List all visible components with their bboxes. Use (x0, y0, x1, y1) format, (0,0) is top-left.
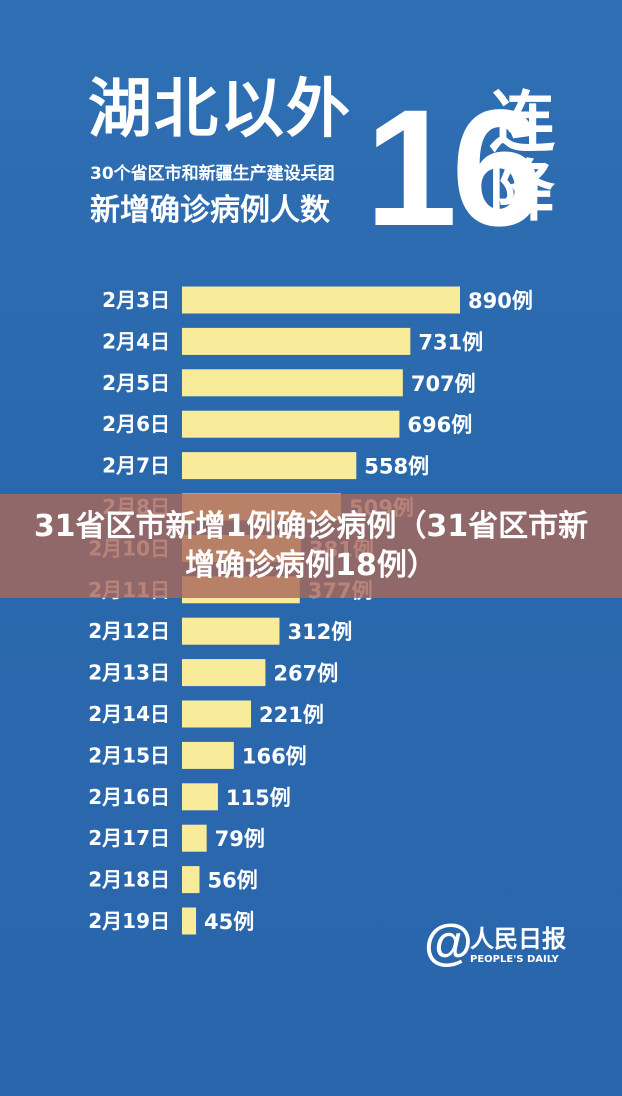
logo-brand-cn: 人民日报 (470, 925, 566, 953)
data-label: 115例 (226, 786, 291, 810)
bar (182, 410, 400, 438)
category-label: 2月4日 (102, 329, 170, 353)
category-label: 2月7日 (102, 454, 170, 478)
bar (182, 327, 411, 355)
category-label: 2月17日 (88, 826, 170, 850)
data-label: 558例 (364, 455, 429, 479)
category-label: 2月18日 (88, 868, 170, 892)
bar (182, 617, 280, 645)
data-label: 267例 (273, 662, 338, 686)
data-label: 707例 (411, 372, 476, 396)
data-label: 221例 (259, 703, 324, 727)
data-label: 166例 (242, 744, 307, 768)
bar (182, 824, 207, 852)
chart-title: 湖北以外 (88, 73, 352, 147)
category-label: 2月3日 (102, 288, 170, 312)
category-label: 2月13日 (88, 661, 170, 685)
headline-overlay-text: 31省区市新增1例确诊病例（31省区市新增确诊病例18例） (33, 509, 589, 583)
data-label: 56例 (207, 869, 257, 893)
bar (182, 741, 234, 769)
bar (182, 700, 252, 728)
at-icon: @ (424, 914, 473, 970)
peoples-daily-logo: @ 人民日报 PEOPLE'S DAILY (424, 917, 574, 971)
category-label: 2月12日 (88, 619, 170, 643)
bars-layer: 2月3日 890例 2月4日 731例 2月5日 707例 2月6日 696例 2月7日 558例… (88, 286, 533, 935)
bar (182, 907, 197, 935)
bar (182, 783, 218, 811)
bar (182, 369, 403, 397)
data-label: 312例 (287, 620, 352, 644)
logo-brand-en: PEOPLE'S DAILY (470, 954, 559, 965)
bar (182, 659, 266, 687)
category-label: 2月5日 (102, 371, 170, 395)
streak-number: 16 (365, 76, 544, 261)
bar (182, 452, 357, 480)
category-label: 2月16日 (88, 785, 170, 809)
streak-word: 连降 (489, 84, 555, 231)
category-label: 2月19日 (88, 909, 170, 933)
data-label: 731例 (418, 330, 483, 354)
bar (182, 286, 460, 314)
category-label: 2月14日 (88, 702, 170, 726)
data-label: 890例 (468, 289, 533, 313)
category-label: 2月15日 (88, 743, 170, 767)
data-label: 79例 (215, 827, 265, 851)
category-label: 2月6日 (102, 412, 170, 436)
bar (182, 866, 200, 894)
data-label: 45例 (204, 910, 254, 934)
headline-overlay-band: 31省区市新增1例确诊病例（31省区市新增确诊病例18例） (0, 494, 622, 598)
chart-subtitle-metric: 新增确诊病例人数 (90, 193, 330, 228)
chart-subtitle-scope: 30个省区市和新疆生产建设兵团 (90, 164, 335, 184)
data-label: 696例 (407, 413, 472, 437)
